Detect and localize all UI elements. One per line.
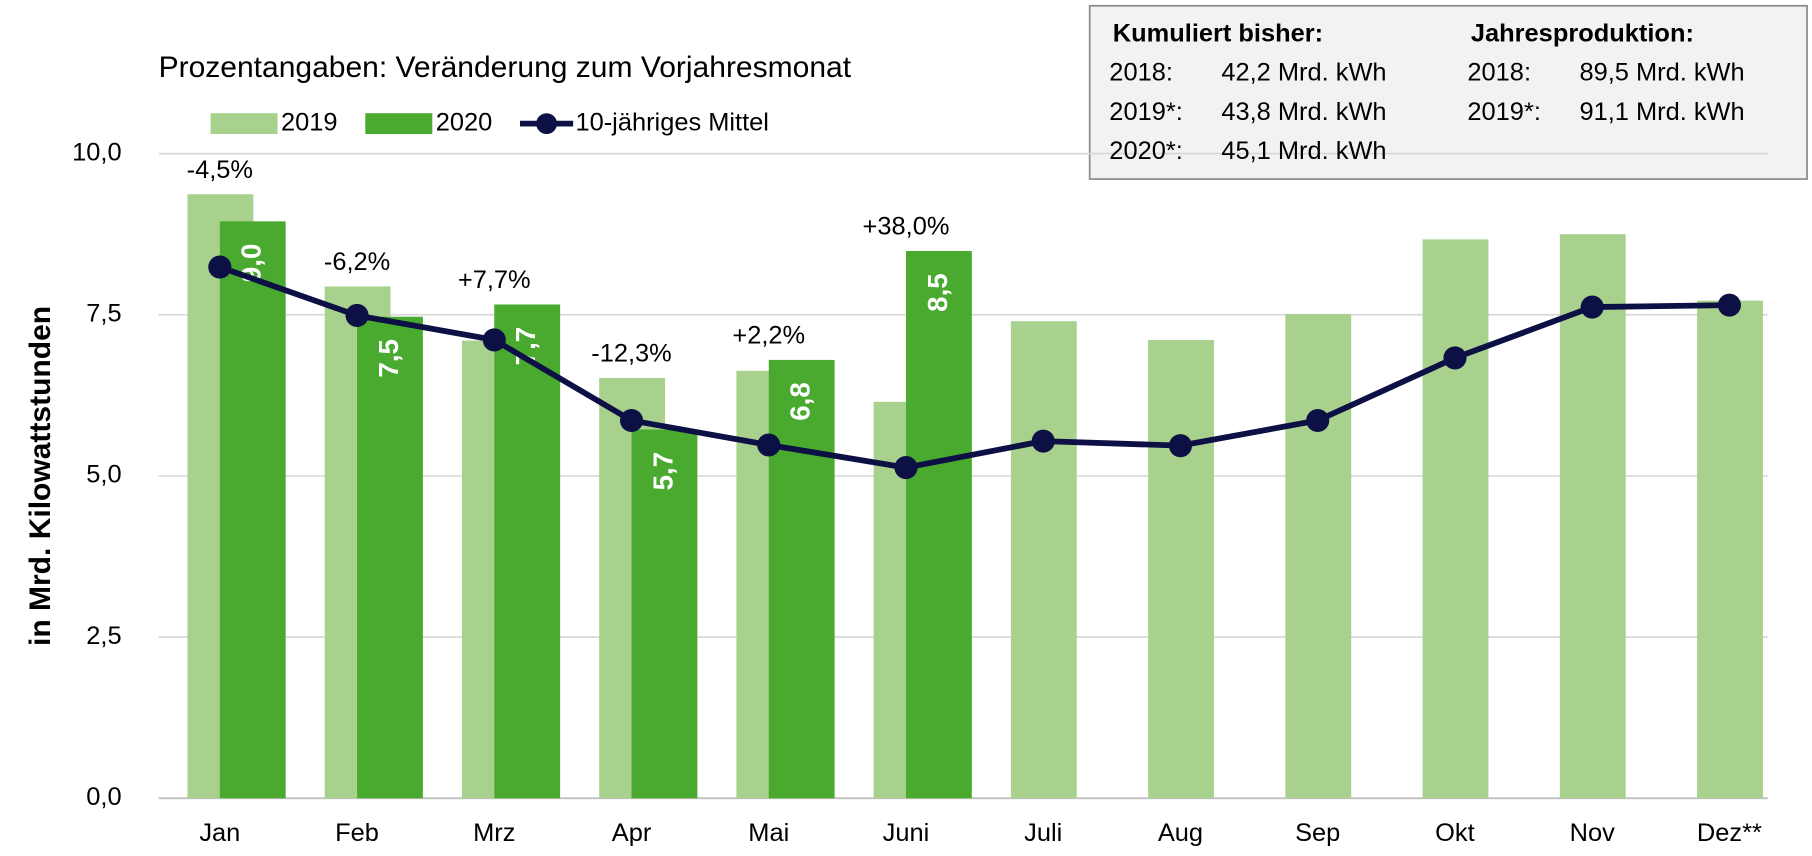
x-tick-label: Dez** (1697, 819, 1762, 847)
legend-swatch (210, 113, 278, 135)
x-tick-label: Juni (883, 819, 930, 847)
line-point (757, 433, 781, 457)
y-tick-label: 5,0 (86, 461, 121, 489)
x-tick-label: Feb (335, 819, 379, 847)
line-point (1717, 293, 1741, 317)
bar (494, 304, 561, 799)
info-year: 2019*: (1467, 98, 1540, 126)
line-point (894, 456, 918, 480)
bar (1285, 314, 1352, 799)
info-header: Kumuliert bisher: (1113, 19, 1323, 47)
line-point (1306, 408, 1330, 433)
change-label: +2,2% (732, 322, 805, 350)
change-label: +7,7% (458, 266, 531, 294)
info-value: 45,1 Mrd. kWh (1221, 137, 1386, 165)
y-tick-label: 10,0 (72, 138, 121, 166)
x-tick-label: Okt (1435, 819, 1475, 847)
line (218, 264, 1730, 471)
change-label: -12,3% (591, 340, 672, 368)
x-tick-label: Mrz (473, 819, 515, 847)
bar (219, 221, 286, 799)
line-point (619, 408, 644, 433)
y-tick-label: 0,0 (86, 783, 121, 811)
info-year: 2018: (1109, 59, 1173, 87)
x-tick-label: Nov (1570, 819, 1615, 847)
line-point (1443, 346, 1467, 370)
legend-label: 2020 (436, 108, 493, 136)
info-value: 43,8 Mrd. kWh (1221, 98, 1386, 126)
info-value: 42,2 Mrd. kWh (1221, 59, 1386, 87)
change-label: -6,2% (324, 248, 390, 276)
info-value: 91,1 Mrd. kWh (1579, 98, 1744, 126)
change-label: -4,5% (187, 156, 253, 184)
change-label: +38,0% (863, 213, 950, 241)
line-point (208, 255, 232, 279)
y-tick-label: 2,5 (86, 622, 121, 650)
bar (1422, 239, 1489, 799)
line-point (482, 328, 506, 352)
value-label: 6,8 (785, 382, 816, 421)
bar (1559, 234, 1626, 799)
bar (1148, 339, 1214, 799)
x-tick-label: Mai (748, 819, 789, 847)
x-tick-label: Aug (1158, 819, 1203, 847)
x-tick-label: Jan (199, 819, 240, 847)
bar (1010, 321, 1077, 799)
legend-label: 2019 (281, 108, 338, 136)
info-value: 89,5 Mrd. kWh (1579, 59, 1744, 87)
info-year: 2018: (1467, 59, 1531, 87)
legend-label: 10-jähriges Mittel (575, 108, 768, 136)
bar (357, 316, 423, 799)
value-label: 8,5 (922, 273, 953, 312)
x-tick-label: Sep (1295, 819, 1340, 847)
info-header: Jahresproduktion: (1471, 19, 1694, 47)
info-year: 2019*: (1109, 98, 1182, 126)
x-tick-label: Apr (612, 819, 652, 847)
legend-swatch (365, 113, 433, 135)
value-label: 5,7 (647, 452, 678, 491)
value-label: 7,5 (373, 339, 404, 378)
line-point (345, 303, 369, 327)
x-tick-label: Juli (1024, 819, 1062, 847)
legend-marker (536, 113, 557, 135)
y-tick-label: 7,5 (86, 300, 121, 328)
bar (906, 250, 972, 799)
line-point (1031, 429, 1055, 453)
subtitle: Prozentangaben: Veränderung zum Vorjahre… (159, 51, 852, 84)
bar (1697, 300, 1763, 799)
bar (631, 429, 698, 799)
info-box (1088, 4, 1808, 180)
info-year: 2020*: (1109, 137, 1182, 165)
line-point (1168, 434, 1193, 458)
bar (768, 359, 835, 799)
y-axis-label: in Mrd. Kilowattstunden (24, 306, 57, 646)
line-point (1580, 295, 1604, 319)
